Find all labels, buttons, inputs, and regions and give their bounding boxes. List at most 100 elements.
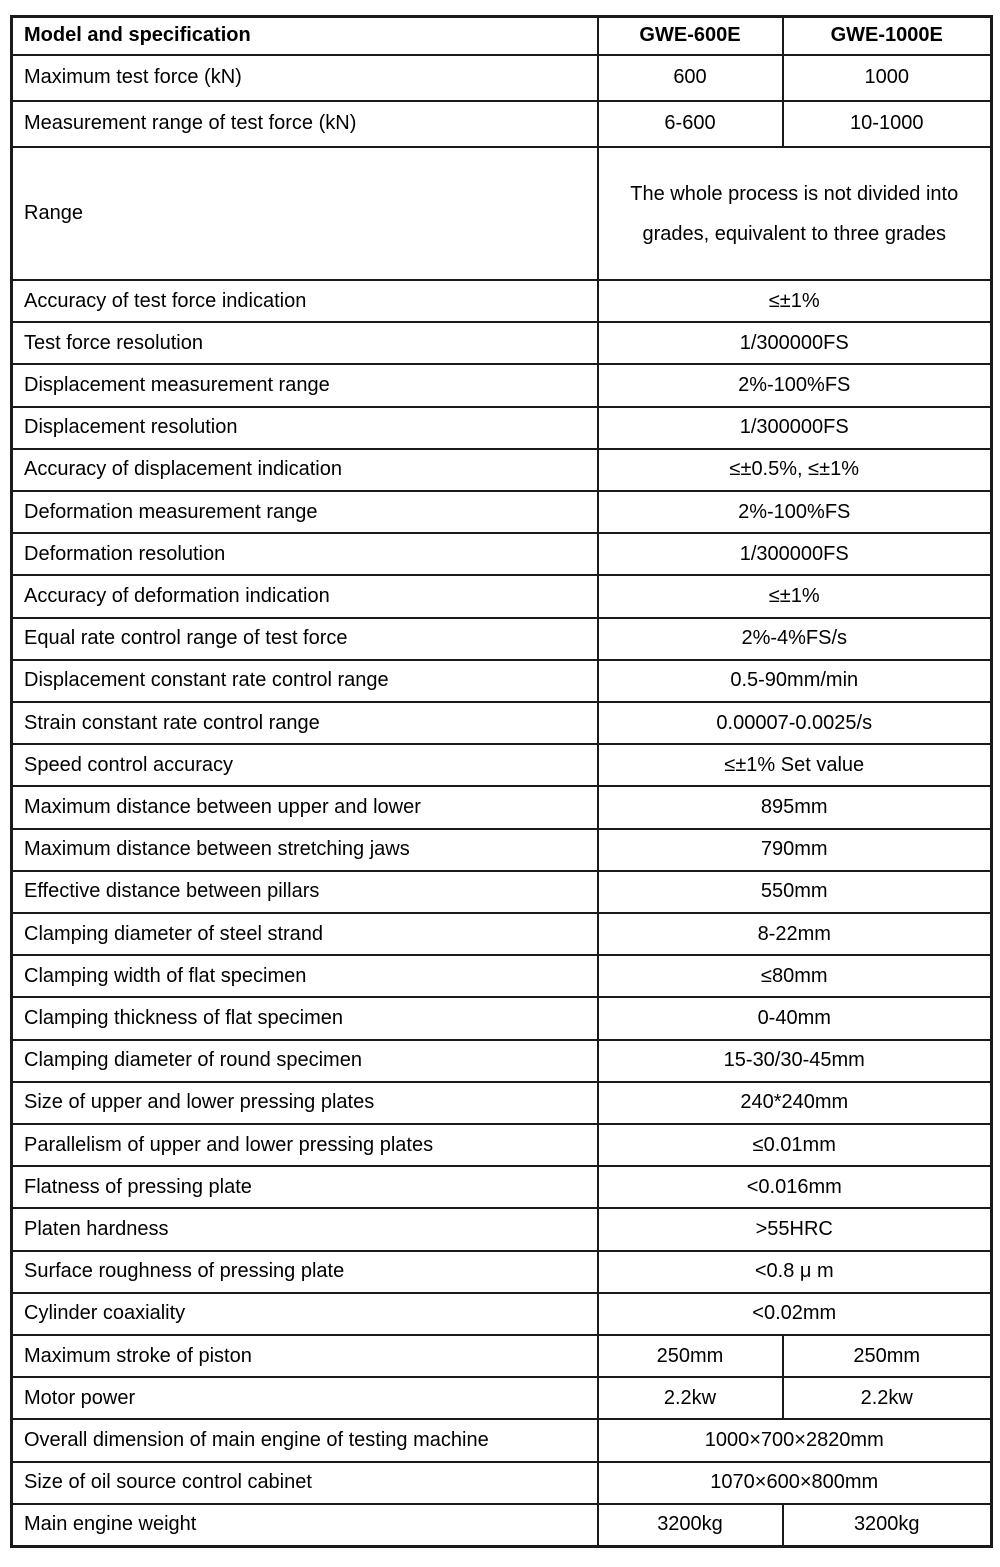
spec-value: 0-40mm	[596, 996, 993, 1041]
spec-value: ≤±1%	[596, 278, 993, 324]
table-row: Measurement range of test force (kN) 6-60…	[10, 99, 993, 149]
spec-label: Clamping diameter of steel strand	[10, 912, 599, 957]
table-row: Parallelism of upper and lower pressing …	[10, 1123, 993, 1168]
spec-value: 0.00007-0.0025/s	[596, 701, 993, 746]
spec-label: Surface roughness of pressing plate	[10, 1249, 599, 1294]
spec-table-body: Maximum test force (kN) 600 1000 Measuremen…	[10, 53, 993, 1548]
table-row: Clamping width of flat specimen ≤80mm	[10, 954, 993, 999]
table-row: Cylinder coaxiality <0.02mm	[10, 1291, 993, 1337]
spec-value: ≤±1% Set value	[596, 743, 993, 788]
spec-value: 2.2kw	[596, 1376, 784, 1421]
spec-label: Size of upper and lower pressing plates	[10, 1080, 599, 1126]
spec-label: Clamping thickness of flat specimen	[10, 996, 599, 1041]
spec-label: Size of oil source control cabinet	[10, 1460, 599, 1505]
spec-value: 1/300000FS	[596, 532, 993, 577]
header-row: Model and specification GWE-600E GWE-100…	[10, 15, 993, 56]
spec-value: 1000	[781, 53, 993, 102]
header-model-gwe-600e: GWE-600E	[596, 15, 784, 56]
spec-label: Displacement resolution	[10, 405, 599, 450]
spec-label: Deformation resolution	[10, 532, 599, 577]
spec-label: Clamping width of flat specimen	[10, 954, 599, 999]
table-row: Clamping diameter of steel strand 8-22mm	[10, 912, 993, 957]
spec-value: <0.016mm	[596, 1165, 993, 1210]
header-model-gwe-1000e: GWE-1000E	[781, 15, 993, 56]
spec-value: 3200kg	[781, 1502, 993, 1548]
spec-value: 1/300000FS	[596, 405, 993, 450]
spec-value: 790mm	[596, 827, 993, 872]
spec-label: Test force resolution	[10, 321, 599, 366]
spec-label: Maximum test force (kN)	[10, 53, 599, 102]
spec-value: 895mm	[596, 785, 993, 830]
spec-value: 1/300000FS	[596, 321, 993, 366]
spec-label: Platen hardness	[10, 1207, 599, 1252]
table-row: Clamping diameter of round specimen 15-30…	[10, 1038, 993, 1083]
table-row: Surface roughness of pressing plate <0.8 …	[10, 1249, 993, 1294]
table-row: Size of upper and lower pressing plates 2…	[10, 1080, 993, 1126]
spec-value: 0.5-90mm/min	[596, 658, 993, 704]
spec-value: ≤±0.5%, ≤±1%	[596, 447, 993, 493]
table-row: Maximum test force (kN) 600 1000	[10, 53, 993, 102]
table-row: Deformation measurement range 2%-100%FS	[10, 489, 993, 535]
spec-label: Accuracy of test force indication	[10, 278, 599, 324]
table-row: Platen hardness >55HRC	[10, 1207, 993, 1252]
table-row: Equal rate control range of test force 2%…	[10, 616, 993, 661]
spec-label: Range	[10, 146, 599, 281]
spec-value: >55HRC	[596, 1207, 993, 1252]
spec-value: The whole process is not divided into gr…	[596, 146, 993, 281]
spec-label: Accuracy of displacement indication	[10, 447, 599, 493]
spec-label: Maximum stroke of piston	[10, 1334, 599, 1379]
table-row: Displacement resolution 1/300000FS	[10, 405, 993, 450]
spec-value: ≤±1%	[596, 574, 993, 619]
spec-label: Main engine weight	[10, 1502, 599, 1548]
spec-label: Equal rate control range of test force	[10, 616, 599, 661]
table-row: Overall dimension of main engine of test…	[10, 1418, 993, 1463]
spec-value: 2.2kw	[781, 1376, 993, 1421]
spec-value: 240*240mm	[596, 1080, 993, 1126]
spec-value: 2%-4%FS/s	[596, 616, 993, 661]
spec-value: 8-22mm	[596, 912, 993, 957]
spec-label: Displacement constant rate control range	[10, 658, 599, 704]
spec-value: ≤80mm	[596, 954, 993, 999]
spec-value: ≤0.01mm	[596, 1123, 993, 1168]
table-row: Test force resolution 1/300000FS	[10, 321, 993, 366]
spec-value: 6-600	[596, 99, 784, 149]
spec-value: 2%-100%FS	[596, 489, 993, 535]
spec-label: Maximum distance between stretching jaws	[10, 827, 599, 872]
spec-label: Accuracy of deformation indication	[10, 574, 599, 619]
spec-value: 250mm	[596, 1334, 784, 1379]
table-row: Accuracy of deformation indication ≤±1%	[10, 574, 993, 619]
table-row: Motor power 2.2kw 2.2kw	[10, 1376, 993, 1421]
spec-table: Model and specification GWE-600E GWE-100…	[10, 15, 993, 1548]
spec-value: 10-1000	[781, 99, 993, 149]
spec-label: Clamping diameter of round specimen	[10, 1038, 599, 1083]
spec-label: Effective distance between pillars	[10, 869, 599, 915]
spec-value: 3200kg	[596, 1502, 784, 1548]
table-row: Accuracy of test force indication ≤±1%	[10, 278, 993, 324]
spec-label: Cylinder coaxiality	[10, 1291, 599, 1337]
spec-value: 250mm	[781, 1334, 993, 1379]
header-model-and-specification: Model and specification	[10, 15, 599, 56]
table-row: Speed control accuracy ≤±1% Set value	[10, 743, 993, 788]
table-row: Range The whole process is not divided in…	[10, 146, 993, 281]
spec-value: 2%-100%FS	[596, 363, 993, 408]
spec-value: 600	[596, 53, 784, 102]
spec-value: 550mm	[596, 869, 993, 915]
spec-label: Maximum distance between upper and lower	[10, 785, 599, 830]
spec-label: Speed control accuracy	[10, 743, 599, 788]
table-row: Clamping thickness of flat specimen 0-40m…	[10, 996, 993, 1041]
table-row: Deformation resolution 1/300000FS	[10, 532, 993, 577]
spec-value: 1070×600×800mm	[596, 1460, 993, 1505]
spec-label: Flatness of pressing plate	[10, 1165, 599, 1210]
table-row: Maximum distance between upper and lower…	[10, 785, 993, 830]
spec-label: Parallelism of upper and lower pressing …	[10, 1123, 599, 1168]
table-row: Maximum stroke of piston 250mm 250mm	[10, 1334, 993, 1379]
spec-value: 1000×700×2820mm	[596, 1418, 993, 1463]
table-row: Displacement measurement range 2%-100%FS	[10, 363, 993, 408]
spec-label: Displacement measurement range	[10, 363, 599, 408]
table-row: Size of oil source control cabinet 1070×6…	[10, 1460, 993, 1505]
spec-value: <0.8 μ m	[596, 1249, 993, 1294]
table-row: Maximum distance between stretching jaws…	[10, 827, 993, 872]
table-row: Strain constant rate control range 0.0000…	[10, 701, 993, 746]
spec-label: Motor power	[10, 1376, 599, 1421]
